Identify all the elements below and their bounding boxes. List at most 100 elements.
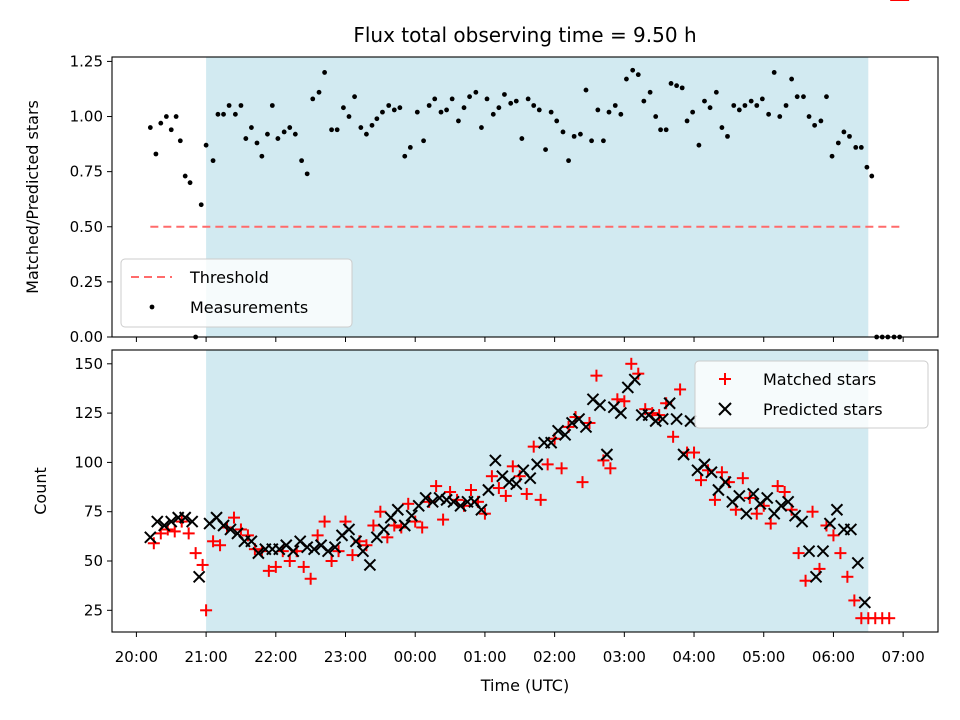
measurement-point — [158, 120, 164, 126]
measurement-point — [304, 171, 310, 177]
bottom-legend-box — [694, 360, 929, 429]
predicted-star-marker — [579, 420, 593, 434]
predicted-star-marker — [419, 491, 432, 505]
matched-star-marker — [241, 529, 254, 542]
measurement-point — [198, 202, 204, 208]
predicted-star-marker — [809, 570, 823, 583]
measurement-point — [742, 103, 748, 108]
measurement-point — [736, 107, 742, 113]
measurement-point — [467, 94, 472, 100]
measurement-point — [391, 107, 397, 113]
predicted-star-marker — [433, 491, 446, 505]
predicted-star-marker — [830, 503, 844, 516]
measurement-point — [449, 96, 455, 102]
matched-star-marker — [168, 525, 181, 538]
measurement-point — [841, 129, 847, 135]
matched-star-marker — [688, 446, 701, 459]
measurement-point — [292, 131, 298, 137]
predicted-star-marker — [245, 535, 258, 548]
matched-star-marker — [451, 493, 464, 506]
matched-star-marker — [590, 369, 603, 382]
matched-star-marker — [639, 403, 652, 416]
x-tick-label: 05:00 — [742, 648, 785, 666]
measurement-point — [259, 153, 265, 159]
predicted-star-marker — [398, 519, 411, 532]
measurement-point — [566, 158, 571, 164]
measurement-point — [226, 103, 232, 108]
measurement-point — [525, 96, 531, 102]
top-y-tick-label: 1.25 — [70, 52, 103, 70]
measurement-point — [163, 114, 169, 119]
measurement-point — [374, 116, 380, 122]
predicted-star-marker — [454, 499, 467, 512]
measurement-point — [719, 125, 725, 130]
matched-star-marker — [276, 545, 289, 558]
measurement-point — [407, 144, 413, 150]
x-tick-label: 04:00 — [672, 648, 715, 666]
predicted-star-marker — [733, 489, 746, 503]
measurement-point — [806, 114, 812, 119]
matched-star-marker — [625, 357, 638, 370]
predicted-star-marker — [510, 477, 523, 491]
matched-star-marker — [214, 539, 227, 552]
matched-star-marker — [189, 547, 202, 560]
bottom-y-tick-label: 25 — [84, 601, 103, 619]
predicted-star-marker — [287, 544, 300, 558]
measurement-point — [630, 67, 636, 73]
top-legend-box — [120, 258, 353, 328]
measurement-point — [177, 138, 183, 144]
measurement-point — [595, 107, 601, 113]
measurement-point — [858, 144, 864, 150]
bottom-axes-frame — [111, 349, 939, 633]
measurement-point — [771, 70, 777, 75]
measurement-point — [380, 109, 385, 115]
measurement-point — [794, 94, 800, 100]
predicted-star-marker — [482, 483, 495, 497]
measurement-point — [287, 125, 293, 130]
measurement-point — [702, 98, 707, 104]
predicted-star-marker — [851, 556, 865, 570]
measurement-point — [461, 105, 467, 111]
predicted-star-marker — [858, 596, 872, 609]
measurement-point — [668, 81, 674, 86]
measurement-point — [554, 118, 560, 124]
matched-star-marker — [395, 521, 408, 534]
measurement-point — [269, 103, 275, 108]
matched-star-marker — [576, 476, 589, 489]
measurement-point — [618, 111, 624, 117]
matched-star-marker — [597, 454, 610, 467]
matched-star-marker — [269, 560, 282, 573]
measurement-point — [203, 142, 209, 148]
measurement-point — [519, 136, 525, 141]
predicted-star-marker — [795, 515, 809, 528]
legend-matched-label: Matched stars — [763, 370, 876, 389]
x-tick-label: 20:00 — [115, 648, 158, 666]
matched-star-marker — [792, 547, 805, 560]
measurement-point — [153, 151, 159, 157]
measurement-point — [299, 158, 304, 164]
bottom-y-tick-label: 75 — [84, 503, 103, 521]
top-axes-frame — [111, 56, 939, 338]
measurement-point — [386, 103, 392, 108]
measurement-point — [502, 92, 507, 97]
predicted-star-marker — [823, 517, 837, 530]
matched-star-marker — [430, 480, 443, 493]
measurement-point — [432, 96, 438, 102]
measurement-point — [578, 131, 583, 137]
measurement-point — [484, 96, 490, 102]
matched-star-marker — [701, 464, 714, 477]
matched-star-marker — [262, 564, 275, 577]
measurement-point — [759, 96, 765, 102]
matched-star-marker — [499, 489, 512, 502]
predicted-star-marker — [614, 406, 628, 420]
predicted-star-marker — [705, 466, 718, 479]
predicted-star-marker — [349, 535, 363, 548]
measurement-point — [182, 173, 188, 179]
measurement-point — [249, 125, 254, 130]
predicted-star-marker — [321, 544, 335, 558]
predicted-star-marker — [300, 540, 314, 554]
predicted-star-marker — [328, 540, 342, 554]
measurement-point — [864, 164, 870, 170]
predicted-star-marker — [565, 416, 579, 430]
